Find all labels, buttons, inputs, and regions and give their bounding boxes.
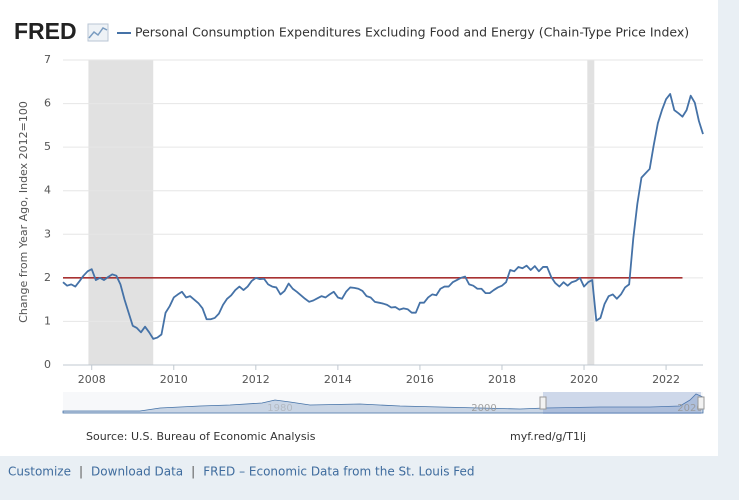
x-tick-label: 2010 (160, 373, 188, 386)
y-tick-label: 7 (44, 53, 51, 66)
data-line (62, 93, 704, 340)
x-tick-label: 2008 (78, 373, 106, 386)
footer-link[interactable]: Download Data (91, 465, 183, 479)
navigator: 1980 2000 2020 (62, 392, 705, 414)
x-tick-label: 2018 (488, 373, 516, 386)
navigator-label: 2020 (677, 403, 702, 414)
source: Source: U.S. Bureau of Economic Analysis (86, 430, 316, 443)
footer-link[interactable]: FRED – Economic Data from the St. Louis … (203, 465, 474, 479)
x-tick-label: 2014 (324, 373, 352, 386)
y-tick-label: 4 (44, 184, 51, 197)
footer-separator: | (191, 465, 195, 479)
x-tick-label: 2012 (242, 373, 270, 386)
y-tick-label: 5 (44, 140, 51, 153)
y-tick-label: 6 (44, 97, 51, 110)
footer-separator: | (79, 465, 83, 479)
y-tick-label: 3 (44, 227, 51, 240)
logo: FRED (14, 18, 77, 44)
x-tick-label: 2016 (406, 373, 434, 386)
navigator-handle[interactable] (539, 396, 547, 410)
short-link[interactable]: myf.red/g/T1lj (510, 430, 586, 443)
y-tick-label: 1 (44, 314, 51, 327)
y-axis-label: Change from Year Ago, Index 2012=100 (17, 101, 30, 323)
navigator-handle[interactable] (697, 396, 705, 410)
navigator-selection[interactable] (543, 392, 701, 414)
recession-band (587, 60, 595, 365)
plot-area: 0 1 2 3 4 5 6 7 2008 2010 2012 2014 2016 2018 2020 2022 (44, 53, 704, 386)
legend-label: Personal Consumption Expenditures Exclud… (135, 25, 689, 40)
navigator-label: 1980 (267, 403, 292, 414)
footer-link[interactable]: Customize (8, 465, 71, 479)
x-tick-label: 2022 (652, 373, 680, 386)
navigator-label: 2000 (471, 403, 496, 414)
logo-icon (87, 23, 109, 42)
x-tick-label: 2020 (570, 373, 598, 386)
y-tick-label: 0 (44, 358, 51, 371)
recession-band (88, 60, 154, 365)
y-tick-label: 2 (44, 271, 51, 284)
